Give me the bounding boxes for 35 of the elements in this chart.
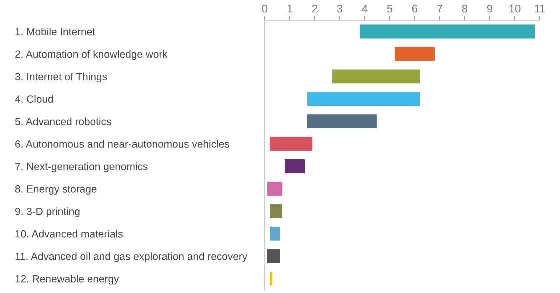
x-tick-label: 10 [510, 4, 521, 13]
bar [270, 137, 312, 152]
x-tick-label: 4 [362, 5, 368, 13]
x-tick-label: 3 [337, 4, 343, 13]
y-tick-label: 7. Next-generation genomics [16, 162, 148, 172]
y-tick-label: 11. Advanced oil and gas exploration and recovery [16, 252, 248, 262]
x-tick-label: 5 [387, 5, 393, 13]
y-tick-label: 10. Advanced materials [16, 230, 123, 238]
bar [332, 70, 420, 84]
y-tick-label: 6. Autonomous and near-autonomous vehicles [16, 140, 230, 148]
x-tick-label: 1 [288, 5, 293, 13]
y-tick-label: 1. Mobile Internet [16, 28, 96, 36]
bar [285, 160, 305, 174]
bar [270, 226, 280, 241]
y-tick-label: 8. Energy storage [15, 185, 97, 195]
x-tick-label: 9 [487, 4, 493, 13]
x-tick-label: 2 [312, 4, 318, 13]
x-tick-label: 6 [412, 4, 418, 13]
bar [308, 114, 378, 129]
bar [270, 204, 282, 218]
y-tick-label: 9. 3-D printing [15, 208, 80, 218]
y-tick-label: 12. Renewable energy [16, 275, 120, 285]
bar [268, 249, 280, 264]
y-tick-label: 4. Cloud [15, 95, 54, 104]
bar [308, 92, 420, 106]
x-tick-label: 8 [462, 4, 468, 13]
x-tick-label: 7 [437, 5, 443, 13]
y-tick-label: 2. Automation of knowledge work [16, 50, 168, 60]
y-tick-label: 3. Internet of Things [15, 72, 108, 83]
bar [360, 24, 535, 39]
bar [395, 47, 435, 62]
x-tick-label: 11 [535, 5, 546, 13]
y-tick-label: 5. Advanced robotics [15, 118, 112, 126]
bar [268, 182, 282, 196]
x-tick-label: 0 [262, 4, 268, 13]
